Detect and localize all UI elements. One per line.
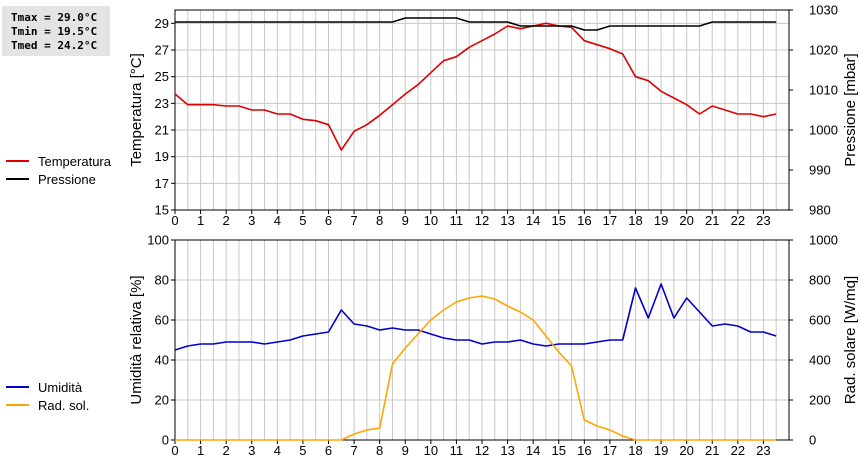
y-left-tick-label: 25 (155, 69, 169, 84)
y-left-tick-label: 29 (155, 16, 169, 31)
y-left-tick-label: 15 (155, 203, 169, 218)
series-line-rad-sol- (175, 295, 777, 441)
legend-entry: Pressione (38, 172, 96, 187)
x-tick-label: 7 (350, 213, 357, 228)
y-left-axis-title: Umidità relativa [%] (128, 275, 145, 404)
y-left-tick-label: 20 (155, 393, 169, 408)
x-tick-label: 23 (756, 213, 770, 228)
x-tick-label: 17 (603, 443, 617, 458)
x-tick-label: 4 (274, 443, 281, 458)
series-line-umidit- (174, 283, 777, 351)
series-line-pressione (175, 17, 777, 31)
y-right-tick-label: 980 (809, 203, 831, 218)
legend-entry: Umidità (38, 380, 83, 395)
y-left-axis-title: Temperatura [°C] (128, 53, 145, 167)
x-tick-label: 6 (325, 213, 332, 228)
x-tick-label: 19 (654, 443, 668, 458)
y-right-tick-label: 400 (809, 353, 831, 368)
y-left-tick-label: 17 (155, 176, 169, 191)
y-left-tick-label: 27 (155, 43, 169, 58)
y-left-tick-label: 0 (162, 433, 169, 448)
x-tick-label: 0 (171, 443, 178, 458)
legend-entry: Temperatura (38, 154, 112, 169)
stat-tmax: Tmax = 29.0°C (11, 11, 98, 24)
x-tick-label: 16 (577, 213, 591, 228)
y-left-tick-label: 21 (155, 123, 169, 138)
y-left-tick-label: 100 (147, 233, 169, 248)
x-tick-label: 8 (376, 213, 383, 228)
x-tick-label: 9 (402, 213, 409, 228)
x-tick-label: 2 (223, 213, 230, 228)
x-tick-label: 5 (299, 443, 306, 458)
y-right-axis-title: Rad. solare [W/mq] (842, 276, 859, 404)
x-tick-label: 11 (450, 443, 464, 458)
x-tick-label: 17 (603, 213, 617, 228)
x-tick-label: 14 (526, 443, 540, 458)
y-left-tick-label: 19 (155, 149, 169, 164)
x-tick-label: 14 (526, 213, 540, 228)
y-right-tick-label: 1000 (809, 233, 838, 248)
x-tick-label: 7 (350, 443, 357, 458)
y-right-axis-title: Pressione [mbar] (842, 53, 859, 166)
x-tick-label: 10 (424, 443, 438, 458)
legend-entry: Rad. sol. (38, 398, 89, 413)
y-right-tick-label: 1030 (809, 3, 838, 18)
x-tick-label: 10 (424, 213, 438, 228)
x-tick-label: 3 (248, 213, 255, 228)
y-right-tick-label: 600 (809, 313, 831, 328)
x-tick-label: 13 (500, 213, 514, 228)
y-right-tick-label: 800 (809, 273, 831, 288)
x-tick-label: 2 (223, 443, 230, 458)
x-tick-label: 4 (274, 213, 281, 228)
x-tick-label: 1 (197, 443, 204, 458)
x-tick-label: 20 (679, 213, 693, 228)
x-tick-label: 22 (731, 443, 745, 458)
y-left-tick-label: 40 (155, 353, 169, 368)
x-tick-label: 21 (705, 443, 719, 458)
y-right-tick-label: 1010 (809, 83, 838, 98)
x-tick-label: 18 (628, 443, 642, 458)
stat-tmin: Tmin = 19.5°C (11, 25, 98, 38)
x-tick-label: 12 (475, 443, 489, 458)
x-tick-label: 13 (500, 443, 514, 458)
x-tick-label: 21 (705, 213, 719, 228)
y-right-tick-label: 200 (809, 393, 831, 408)
stat-tmed: Tmed = 24.2°C (11, 39, 98, 52)
x-tick-label: 15 (552, 443, 566, 458)
x-tick-label: 9 (402, 443, 409, 458)
x-tick-label: 0 (171, 213, 178, 228)
y-left-tick-label: 80 (155, 273, 169, 288)
y-right-tick-label: 0 (809, 433, 816, 448)
x-tick-label: 3 (248, 443, 255, 458)
y-left-tick-label: 60 (155, 313, 169, 328)
series-line-temperatura (174, 22, 777, 151)
x-tick-label: 23 (756, 443, 770, 458)
x-tick-label: 12 (475, 213, 489, 228)
stats-box: Tmax = 29.0°C Tmin = 19.5°C Tmed = 24.2°… (2, 6, 110, 56)
x-tick-label: 15 (552, 213, 566, 228)
x-tick-label: 22 (731, 213, 745, 228)
y-right-tick-label: 1020 (809, 43, 838, 58)
x-tick-label: 19 (654, 213, 668, 228)
x-tick-label: 6 (325, 443, 332, 458)
x-tick-label: 1 (197, 213, 204, 228)
x-tick-label: 11 (450, 213, 464, 228)
x-tick-label: 20 (679, 443, 693, 458)
y-right-tick-label: 1000 (809, 123, 838, 138)
x-tick-label: 8 (376, 443, 383, 458)
x-tick-label: 18 (628, 213, 642, 228)
y-right-tick-label: 990 (809, 163, 831, 178)
x-tick-label: 5 (299, 213, 306, 228)
x-tick-label: 16 (577, 443, 591, 458)
y-left-tick-label: 23 (155, 96, 169, 111)
